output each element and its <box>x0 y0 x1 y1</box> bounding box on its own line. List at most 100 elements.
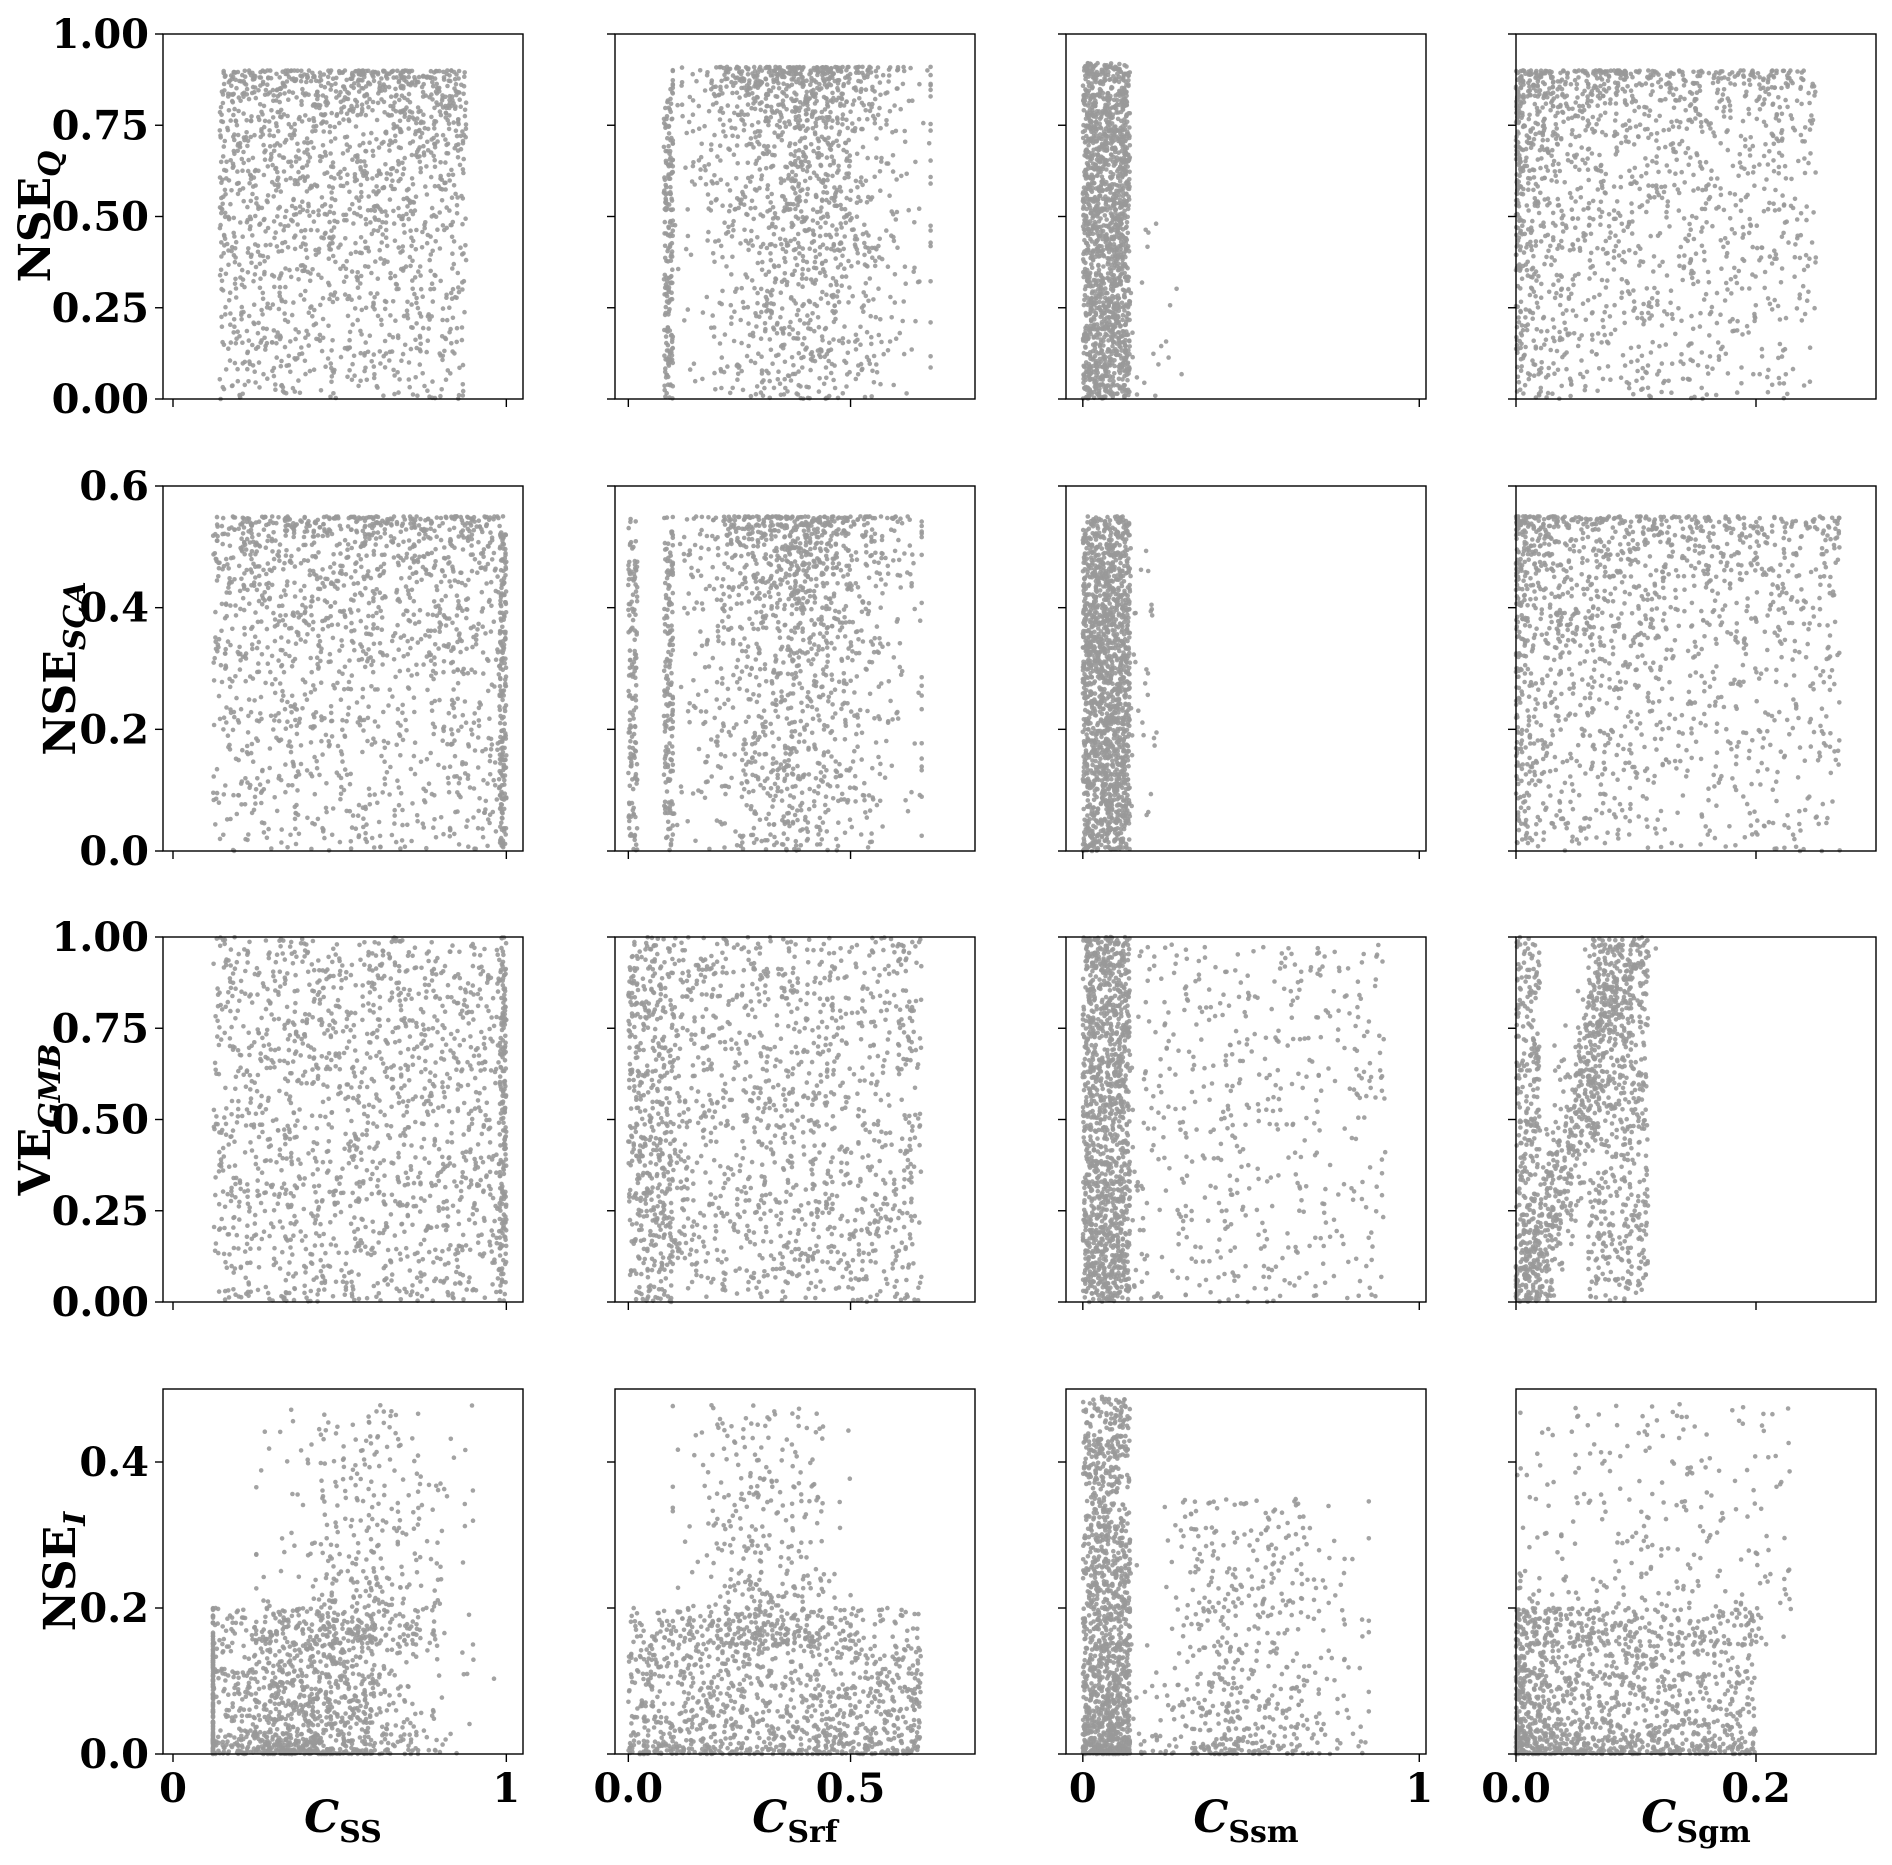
scatter-point <box>331 165 336 170</box>
scatter-point <box>671 83 676 88</box>
y-tick-label: 0.25 <box>52 285 149 332</box>
scatter-point <box>315 228 320 233</box>
scatter-point <box>928 65 933 70</box>
scatter-point <box>1118 345 1123 350</box>
scatter-point <box>725 65 730 70</box>
scatter-point <box>790 170 795 175</box>
scatter-point <box>895 210 900 215</box>
scatter-point <box>321 296 326 301</box>
scatter-point <box>710 78 715 83</box>
scatter-point <box>1128 143 1133 148</box>
scatter-point <box>272 236 277 241</box>
scatter-point <box>413 275 418 280</box>
scatter-point <box>671 68 676 73</box>
scatter-point <box>698 167 703 172</box>
scatter-point <box>832 303 837 308</box>
scatter-point <box>463 108 468 113</box>
scatter-point <box>387 358 392 363</box>
scatter-point <box>443 115 448 120</box>
scatter-point <box>887 73 892 78</box>
scatter-point <box>272 328 277 333</box>
scatter-point <box>328 70 333 75</box>
scatter-point <box>342 167 347 172</box>
scatter-point <box>692 361 697 366</box>
scatter-point <box>406 75 411 80</box>
scatter-point <box>797 66 802 71</box>
scatter-point <box>231 70 236 75</box>
scatter-point <box>793 247 798 252</box>
scatter-point <box>859 362 864 367</box>
scatter-point <box>248 173 253 178</box>
scatter-point <box>434 100 439 105</box>
scatter-point <box>766 65 771 70</box>
scatter-point <box>311 210 316 215</box>
scatter-point <box>289 164 294 169</box>
scatter-point <box>878 80 883 85</box>
scatter-point <box>814 255 819 260</box>
scatter-point <box>861 103 866 108</box>
scatter-point <box>719 178 724 183</box>
scatter-point <box>809 357 814 362</box>
scatter-point <box>272 134 277 139</box>
scatter-point <box>872 89 877 94</box>
scatter-point <box>312 367 317 372</box>
scatter-point <box>798 72 803 77</box>
scatter-point <box>873 97 878 102</box>
scatter-point <box>702 124 707 129</box>
scatter-point <box>256 250 261 255</box>
scatter-point <box>814 195 819 200</box>
scatter-point <box>448 79 453 84</box>
scatter-point <box>836 81 841 86</box>
scatter-point <box>790 162 795 167</box>
scatter-point <box>417 75 422 80</box>
scatter-point <box>888 339 893 344</box>
scatter-point <box>461 141 466 146</box>
scatter-point <box>350 378 355 383</box>
scatter-point <box>375 384 380 389</box>
scatter-point <box>759 81 764 86</box>
scatter-point <box>417 128 422 133</box>
scatter-point <box>337 121 342 126</box>
scatter-point <box>355 104 360 109</box>
scatter-point <box>1114 259 1119 264</box>
scatter-point <box>803 347 808 352</box>
scatter-point <box>274 121 279 126</box>
scatter-point <box>438 353 443 358</box>
scatter-point <box>350 269 355 274</box>
scatter-point <box>447 305 452 310</box>
scatter-point <box>347 207 352 212</box>
scatter-point <box>1107 78 1112 83</box>
scatter-point <box>347 190 352 195</box>
scatter-point <box>724 264 729 269</box>
scatter-point <box>698 68 703 73</box>
scatter-point <box>793 126 798 131</box>
scatter-point <box>266 164 271 169</box>
scatter-point <box>234 295 239 300</box>
scatter-point <box>253 242 258 247</box>
scatter-point <box>320 195 325 200</box>
scatter-point <box>902 352 907 357</box>
scatter-point <box>755 384 760 389</box>
scatter-point <box>230 384 235 389</box>
scatter-point <box>405 308 410 313</box>
scatter-point <box>826 104 831 109</box>
scatter-point <box>739 79 744 84</box>
scatter-point <box>270 340 275 345</box>
scatter-point <box>282 224 287 229</box>
scatter-point <box>303 113 308 118</box>
scatter-point <box>256 331 261 336</box>
scatter-point <box>778 381 783 386</box>
scatter-point <box>671 207 676 212</box>
scatter-point <box>881 352 886 357</box>
scatter-point <box>444 111 449 116</box>
scatter-point <box>856 79 861 84</box>
scatter-point <box>805 313 810 318</box>
scatter-point <box>308 279 313 284</box>
scatter-point <box>302 72 307 77</box>
scatter-point <box>693 379 698 384</box>
scatter-point <box>439 387 444 392</box>
scatter-point <box>394 93 399 98</box>
scatter-point <box>806 321 811 326</box>
scatter-point <box>392 187 397 192</box>
scatter-point <box>364 113 369 118</box>
